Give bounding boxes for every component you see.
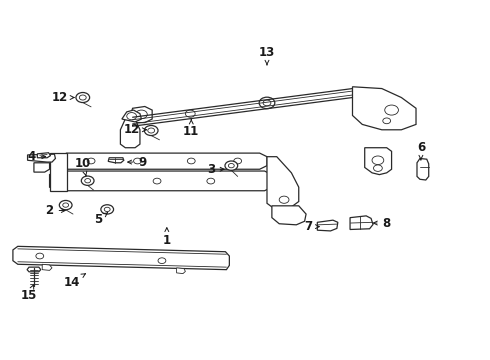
Circle shape [228, 163, 234, 168]
Polygon shape [59, 153, 267, 169]
Polygon shape [417, 158, 429, 180]
Polygon shape [350, 216, 373, 229]
Circle shape [36, 253, 44, 259]
Circle shape [127, 113, 137, 120]
Polygon shape [27, 267, 41, 272]
Text: 2: 2 [46, 204, 65, 217]
Circle shape [187, 158, 195, 164]
Circle shape [85, 179, 91, 183]
Text: 13: 13 [259, 46, 275, 65]
Circle shape [234, 158, 242, 164]
Circle shape [81, 176, 94, 185]
Text: 11: 11 [183, 120, 199, 138]
Circle shape [385, 105, 398, 115]
Polygon shape [34, 163, 49, 172]
Circle shape [259, 97, 275, 109]
Polygon shape [49, 171, 272, 191]
Circle shape [76, 93, 90, 103]
Text: 6: 6 [417, 141, 425, 160]
Circle shape [104, 207, 110, 212]
Circle shape [372, 156, 384, 165]
Circle shape [207, 178, 215, 184]
Circle shape [59, 201, 72, 210]
Text: 14: 14 [63, 274, 85, 289]
Text: 7: 7 [304, 220, 319, 233]
Circle shape [279, 196, 289, 203]
Polygon shape [272, 206, 306, 225]
Polygon shape [130, 107, 152, 123]
Circle shape [136, 110, 147, 119]
Polygon shape [121, 119, 140, 148]
Polygon shape [267, 157, 299, 207]
Text: 15: 15 [21, 285, 37, 302]
Polygon shape [49, 153, 67, 191]
Text: 5: 5 [94, 213, 108, 226]
Text: 12: 12 [51, 91, 74, 104]
Circle shape [383, 118, 391, 124]
Text: 4: 4 [27, 150, 46, 163]
Text: 10: 10 [74, 157, 91, 176]
Polygon shape [352, 87, 416, 130]
Polygon shape [365, 148, 392, 175]
Circle shape [101, 205, 114, 214]
Circle shape [148, 128, 155, 133]
Polygon shape [318, 220, 338, 231]
Polygon shape [37, 153, 50, 158]
Circle shape [87, 158, 95, 164]
Circle shape [225, 161, 238, 170]
Circle shape [82, 178, 90, 184]
Text: 8: 8 [373, 216, 391, 230]
Polygon shape [27, 154, 55, 162]
Text: 1: 1 [163, 228, 171, 247]
Text: 12: 12 [123, 123, 146, 136]
Circle shape [63, 203, 69, 207]
Circle shape [79, 95, 86, 100]
Circle shape [158, 258, 166, 264]
Polygon shape [42, 264, 52, 270]
Polygon shape [108, 158, 124, 163]
Circle shape [373, 165, 382, 171]
Polygon shape [176, 268, 185, 274]
Text: 3: 3 [207, 163, 224, 176]
Polygon shape [122, 110, 142, 122]
Circle shape [185, 110, 195, 117]
Polygon shape [13, 246, 229, 270]
Circle shape [263, 100, 271, 106]
Text: 9: 9 [128, 156, 147, 168]
Circle shape [134, 158, 142, 164]
Circle shape [145, 126, 158, 135]
Circle shape [153, 178, 161, 184]
